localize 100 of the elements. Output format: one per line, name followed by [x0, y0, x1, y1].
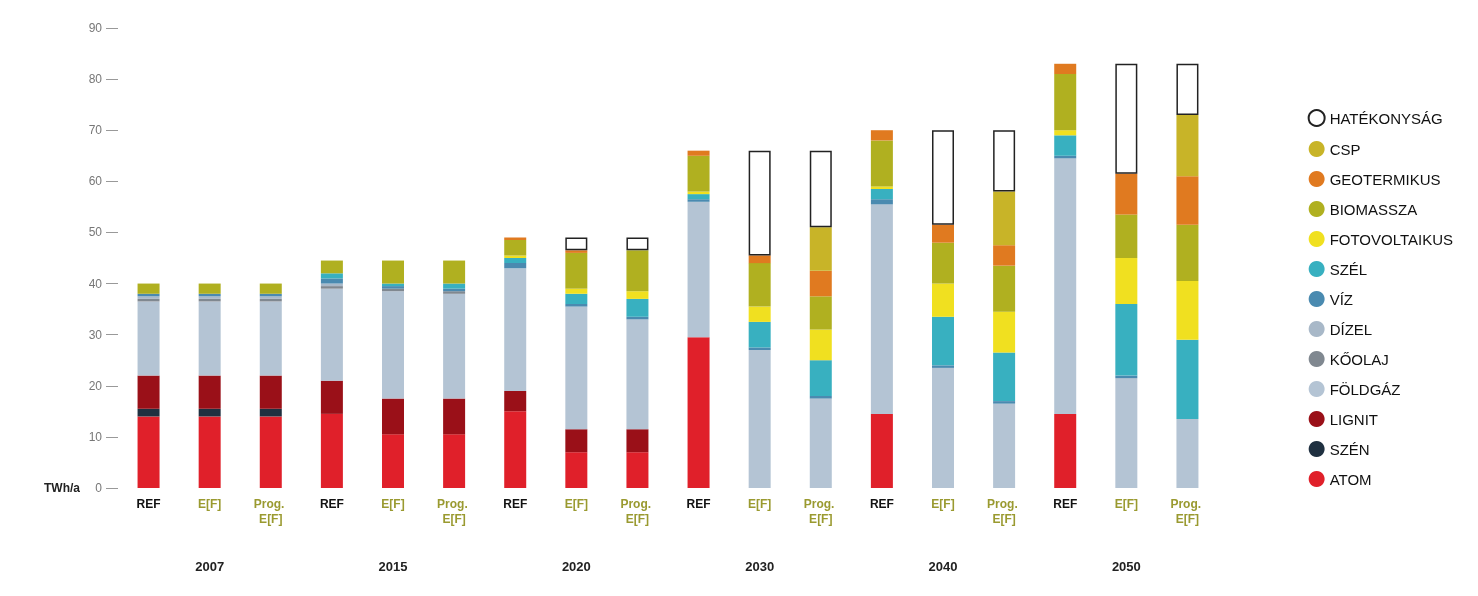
bar — [320, 380, 343, 414]
y-tick-label: 90 — [88, 21, 103, 35]
legend-label: BIOMASSZA — [1329, 200, 1418, 218]
bar — [504, 390, 527, 412]
bar — [198, 408, 221, 417]
y-tick-label: 10 — [88, 429, 103, 444]
bar — [504, 263, 527, 269]
text: 2015 — [378, 559, 408, 574]
bar — [259, 408, 282, 417]
bar — [320, 273, 343, 279]
x-tick-label: E[F] — [931, 496, 955, 511]
bar — [1176, 281, 1199, 340]
x-tick-label: E[F] — [381, 496, 405, 511]
legend-label: SZÉL — [1329, 260, 1368, 278]
x-tick-label: E[F] — [564, 496, 588, 511]
bar — [993, 191, 1016, 246]
bar — [259, 416, 282, 488]
bar — [565, 237, 588, 251]
bar — [809, 270, 832, 297]
x-tick-label: REF — [319, 496, 344, 511]
bar — [687, 194, 710, 200]
x-tick-label: REF — [136, 496, 161, 511]
bar — [748, 347, 771, 350]
bar — [1054, 74, 1077, 131]
bar — [1115, 258, 1138, 304]
bar — [809, 227, 832, 271]
bar — [687, 150, 710, 156]
bar — [809, 396, 832, 399]
text: 2040 — [928, 559, 958, 574]
bar — [932, 367, 954, 488]
x-tick-label: Prog. E[F] — [1170, 496, 1205, 526]
x-tick-label: Prog. E[F] — [253, 496, 288, 526]
bar — [504, 411, 527, 488]
bar — [382, 398, 404, 435]
y-tick-label: 50 — [88, 225, 103, 240]
x-tick-label: Prog. E[F] — [437, 496, 472, 526]
bar — [565, 252, 588, 289]
bar — [1054, 135, 1077, 156]
bar — [1115, 63, 1138, 174]
x-tick-label: E[F] — [1114, 496, 1138, 511]
y-tick-label: 70 — [88, 123, 103, 138]
bar — [198, 416, 221, 488]
bar — [1115, 214, 1138, 258]
legend-label: HATÉKONYSÁG — [1329, 109, 1443, 127]
text: 2030 — [745, 559, 775, 574]
x-tick-label: REF — [869, 496, 894, 511]
bar — [687, 201, 710, 338]
bar — [320, 288, 343, 381]
x-tick-label: E[F] — [748, 496, 772, 511]
bar — [932, 130, 954, 225]
y-axis-title: TWh/a — [44, 481, 81, 495]
legend-label: GEOTERMIKUS — [1329, 170, 1441, 188]
bar — [870, 186, 893, 189]
bar — [1115, 378, 1138, 488]
x-tick-label: REF — [503, 496, 528, 511]
legend-label: LIGNIT — [1329, 410, 1378, 428]
bar — [443, 283, 466, 289]
bar — [259, 301, 282, 376]
x-tick-label: REF — [1053, 496, 1078, 511]
bar — [443, 293, 466, 399]
bar — [565, 250, 588, 253]
bar — [443, 260, 466, 284]
bar — [565, 304, 588, 307]
bar — [198, 301, 221, 376]
bar — [626, 237, 649, 251]
bar — [748, 255, 771, 264]
legend-label: SZÉN — [1329, 440, 1370, 458]
legend-label: CSP — [1329, 140, 1361, 158]
bar — [382, 434, 404, 488]
x-tick-label: E[F] — [198, 496, 222, 511]
bar — [1176, 419, 1199, 488]
bar — [870, 130, 893, 141]
bar — [932, 283, 954, 317]
bar — [932, 316, 954, 366]
bar — [993, 130, 1016, 192]
bar — [1054, 130, 1077, 136]
legend-label: FÖLDGÁZ — [1329, 380, 1401, 398]
bar — [1176, 224, 1199, 281]
bar — [748, 306, 771, 322]
bar — [137, 375, 160, 409]
bar — [870, 140, 893, 187]
bar — [748, 150, 771, 256]
bar — [1054, 158, 1077, 414]
bar — [382, 260, 404, 284]
bar — [870, 189, 893, 200]
bar — [809, 398, 832, 488]
bar — [198, 375, 221, 409]
legend-label: DÍZEL — [1329, 320, 1373, 338]
bar — [565, 288, 588, 294]
bar — [993, 401, 1016, 404]
legend-label: KŐOLAJ — [1329, 350, 1389, 368]
bar — [993, 352, 1016, 402]
bar — [504, 258, 527, 264]
bar — [1115, 304, 1138, 376]
bar — [932, 224, 954, 243]
bar — [932, 242, 954, 284]
bar — [870, 413, 893, 488]
bar — [137, 301, 160, 376]
bar — [320, 260, 343, 274]
bar — [748, 263, 771, 307]
